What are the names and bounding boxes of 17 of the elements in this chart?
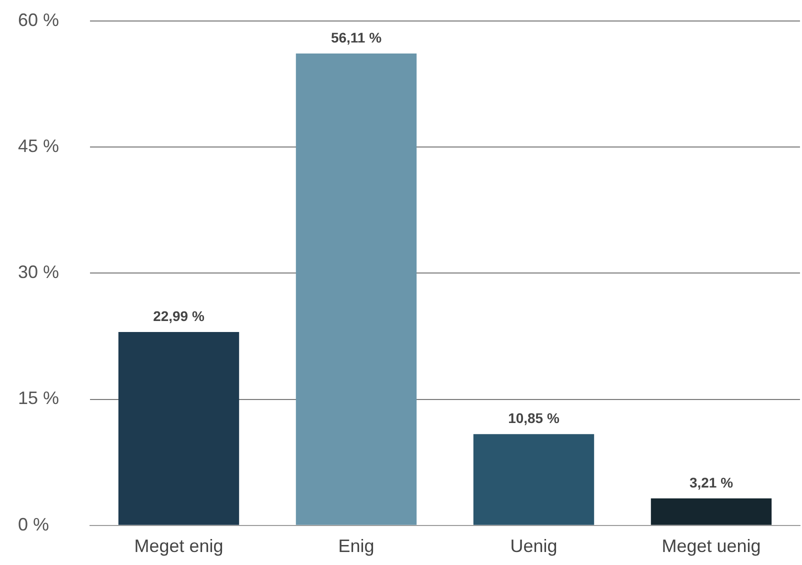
x-tick-label: Meget enig	[134, 536, 224, 556]
bar	[650, 498, 772, 525]
bar	[296, 54, 417, 525]
y-tick-label: 0 %	[18, 514, 50, 534]
x-tick-label: Enig	[338, 536, 374, 556]
data-label: 3,21 %	[689, 474, 734, 490]
data-label: 10,85 %	[508, 410, 560, 426]
data-label: 56,11 %	[330, 29, 382, 46]
x-tick-label: Meget uenig	[662, 536, 761, 556]
bar	[118, 332, 240, 525]
bar	[473, 434, 594, 525]
y-tick-label: 30 %	[18, 262, 60, 282]
y-tick-label: 15 %	[18, 388, 60, 408]
y-tick-label: 45 %	[18, 136, 60, 156]
y-tick-label: 60 %	[18, 10, 60, 30]
data-label: 22,99 %	[153, 308, 205, 324]
x-tick-label: Uenig	[510, 536, 558, 556]
